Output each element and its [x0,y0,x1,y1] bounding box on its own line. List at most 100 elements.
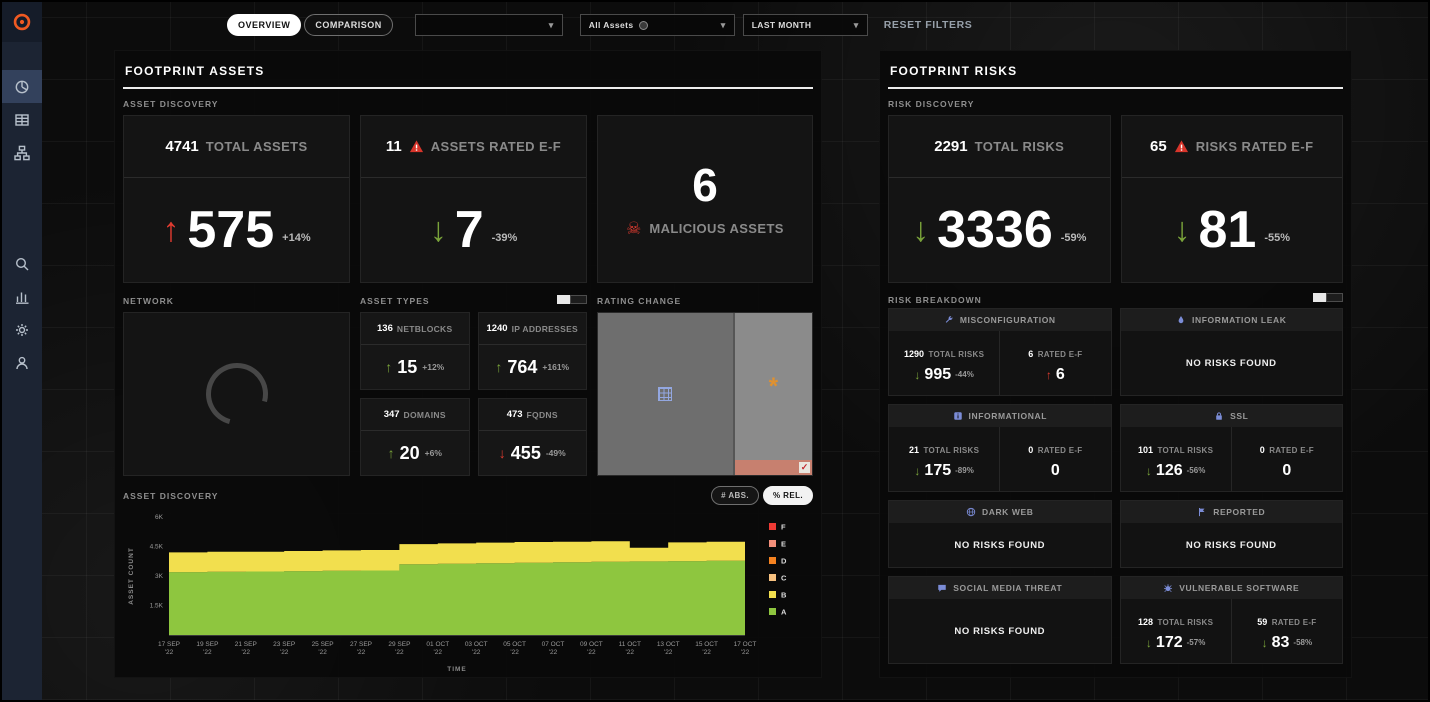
asset-discovery-label: ASSET DISCOVERY [123,99,219,109]
trend-up-icon: ↑ [385,359,393,375]
sidebar-item-gear[interactable] [2,313,42,346]
risks-panel-header: FOOTPRINT RISKS [888,51,1343,89]
warning-icon [409,139,424,154]
stat-count: 0 [1028,444,1034,455]
breakdown-total-stat: 128 TOTAL RISKS ↓ 172 -57% [1121,599,1231,663]
asset-type-header: 1240 IP ADDRESSES [478,313,586,345]
breakdown-card-header: SOCIAL MEDIA THREAT [889,577,1111,599]
loading-spinner-icon [194,351,279,437]
risk-discovery-label: RISK DISCOVERY [888,99,975,109]
stat-trend: ↓ 995 -44% [914,366,973,383]
assets-rated-delta: 7 [454,201,484,259]
brand-logo[interactable] [2,2,42,42]
asset-type-header: 473 FQDNS [478,399,586,431]
filter-dropdown-1[interactable]: ▾ [414,14,563,36]
rating-change-widget[interactable]: * ✓ [597,312,813,476]
trend-down-icon: ↓ [429,211,447,249]
breakdown-card-header: INFORMATION LEAK [1120,309,1342,331]
skull-icon: ☠ [626,218,642,238]
breakdown-body: 101 TOTAL RISKS ↓ 126 -56% 0 RATED E-F 0 [1121,427,1343,491]
asset-type-count: 1240 [486,323,508,334]
breakdown-card-header: REPORTED [1120,501,1342,523]
breakdown-body: 128 TOTAL RISKS ↓ 172 -57% 59 RATED E-F ↓ 83 -5… [1121,599,1343,663]
svg-text:09 OCT: 09 OCT [580,641,603,648]
stat-header: 6 RATED E-F [1028,344,1082,362]
sidebar-item-sitemap[interactable] [2,136,42,169]
sidebar-item-donut-chart[interactable] [2,70,42,103]
svg-text:03 OCT: 03 OCT [465,641,488,648]
rating-change-right-column: * ✓ [734,313,812,475]
malicious-assets-body: 6 ☠ MALICIOUS ASSETS [598,116,812,282]
bar-chart-icon [16,292,29,304]
asset-type-delta: 15 [397,357,418,377]
risk-breakdown-grid: MISCONFIGURATION 1290 TOTAL RISKS ↓ 995 -44%… [888,308,1343,664]
tab-comparison[interactable]: COMPARISON [304,14,393,36]
rating-change-label: RATING CHANGE [597,296,682,306]
asset-type-delta-pct: +161% [542,362,570,372]
svg-text:'22: '22 [395,649,404,656]
total-risks-delta-pct: -59% [1060,232,1087,244]
svg-text:1.5K: 1.5K [150,603,164,610]
trend-down-icon: ↓ [1261,635,1268,650]
total-risks-delta: 3336 [937,201,1053,259]
trend-up-icon: ↑ [387,445,395,461]
svg-text:'22: '22 [280,649,289,656]
trend-down-icon: ↓ [1173,211,1191,249]
asset-chart-label: ASSET DISCOVERY [123,490,219,501]
asset-types-view-toggle[interactable] [557,295,587,304]
risk-breakdown-view-toggle[interactable] [1313,293,1343,302]
svg-text:25 SEP: 25 SEP [312,641,334,648]
breakdown-body: NO RISKS FOUND [889,599,1111,663]
checkbox-icon[interactable]: ✓ [799,462,810,473]
breakdown-card-title: REPORTED [1213,507,1266,517]
svg-text:B: B [781,591,787,600]
rating-change-left-cell [598,313,735,475]
stat-count: 59 [1257,616,1268,627]
asset-type-delta: 20 [399,443,420,463]
svg-text:TIME: TIME [447,666,467,673]
total-assets-header: 4741 TOTAL ASSETS [124,116,349,178]
abs-mode-button[interactable]: # ABS. [711,486,760,505]
time-range-dropdown[interactable]: LAST MONTH ▾ [742,14,868,36]
asset-type-delta-pct: -49% [545,448,566,458]
table-icon [15,113,29,126]
svg-text:3K: 3K [155,573,164,580]
stat-count: 0 [1259,444,1265,455]
sidebar-item-bar-chart[interactable] [2,280,42,313]
sidebar-item-search[interactable] [2,247,42,280]
globe-icon [966,507,976,517]
reset-filters-button[interactable]: RESET FILTERS [883,19,973,31]
rel-mode-button[interactable]: % REL. [763,486,813,505]
svg-text:29 SEP: 29 SEP [388,641,410,648]
sitemap-icon [14,145,30,160]
footprint-risks-panel: FOOTPRINT RISKS RISK DISCOVERY 2291 TOTA… [879,50,1352,678]
stat-label: RATED E-F [1037,445,1083,455]
breakdown-rated-stat: 0 RATED E-F 0 [999,427,1110,491]
breakdown-total-stat: 101 TOTAL RISKS ↓ 126 -56% [1121,427,1231,491]
breakdown-body: NO RISKS FOUND [1121,331,1343,395]
svg-text:C: C [781,574,787,583]
sidebar-primary-group [2,70,42,169]
assets-panel-title: FOOTPRINT ASSETS [125,64,265,78]
svg-text:'22: '22 [549,649,558,656]
breakdown-card-header: MISCONFIGURATION [889,309,1111,331]
svg-text:21 SEP: 21 SEP [235,641,257,648]
stat-count: 128 [1138,616,1154,627]
donut-chart-icon [15,80,29,93]
tab-overview[interactable]: OVERVIEW [227,14,302,36]
asset-type-delta: 764 [507,357,538,377]
sidebar-item-user[interactable] [2,346,42,379]
breakdown-card-title: MISCONFIGURATION [959,315,1056,325]
stat-delta: 0 [1050,461,1060,479]
rating-change-right-cell: * [734,313,812,460]
chat-icon [937,583,947,593]
svg-text:'22: '22 [510,649,519,656]
droplet-icon [1176,315,1186,325]
stat-label: RATED E-F [1271,617,1317,627]
asset-type-trend: ↑ 15 +12% [361,345,469,389]
breakdown-card-title: INFORMATION LEAK [1192,315,1287,325]
breakdown-card-title: SSL [1230,411,1249,421]
asset-filter-dropdown[interactable]: All Assets ▾ [579,14,735,36]
no-risks-text: NO RISKS FOUND [954,625,1046,637]
sidebar-item-table[interactable] [2,103,42,136]
